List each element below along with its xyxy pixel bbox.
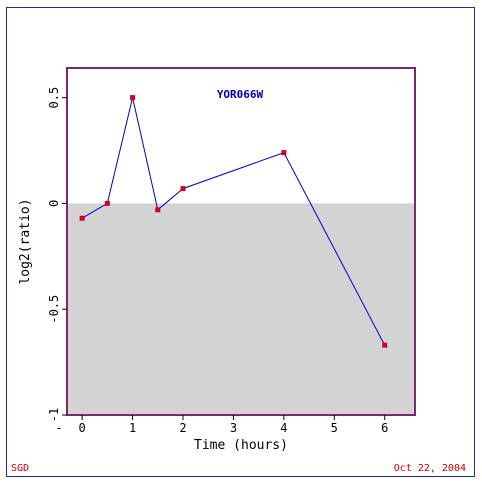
- y-tick-label: 0: [47, 200, 61, 207]
- x-tick-label: 2: [179, 421, 186, 435]
- data-point: [79, 215, 85, 221]
- x-tick-label: 1: [129, 421, 136, 435]
- date-label: Oct 22, 2004: [393, 463, 466, 474]
- image-border: [6, 7, 475, 477]
- x-tick-label: 0: [79, 421, 86, 435]
- x-axis-minus-label: -: [55, 421, 62, 435]
- data-point: [130, 95, 136, 101]
- x-tick-label: 4: [280, 421, 287, 435]
- plot-frame: [66, 67, 416, 416]
- source-label: SGD: [11, 463, 30, 474]
- series-markers: [79, 95, 388, 348]
- x-tick-label: 5: [331, 421, 338, 435]
- data-point: [180, 186, 186, 192]
- axis-ticks: [62, 97, 386, 420]
- data-point: [281, 150, 287, 156]
- y-tick-label: 0.5: [47, 87, 61, 109]
- negative-region: [67, 203, 415, 415]
- data-point: [155, 207, 161, 213]
- x-tick-label: 6: [381, 421, 388, 435]
- y-tick-label: -0.5: [47, 295, 61, 324]
- data-point: [382, 342, 388, 348]
- y-axis-label: log2(ratio): [18, 198, 33, 284]
- x-axis-label: Time (hours): [194, 438, 288, 453]
- chart-title: YOR066W: [217, 88, 264, 101]
- axis-tick-labels: 0 1 2 3 4 5 6-0.50-0.5-1: [47, 87, 388, 435]
- y-tick-label: -1: [47, 408, 61, 422]
- x-tick-label: 3: [230, 421, 237, 435]
- data-point: [104, 200, 110, 206]
